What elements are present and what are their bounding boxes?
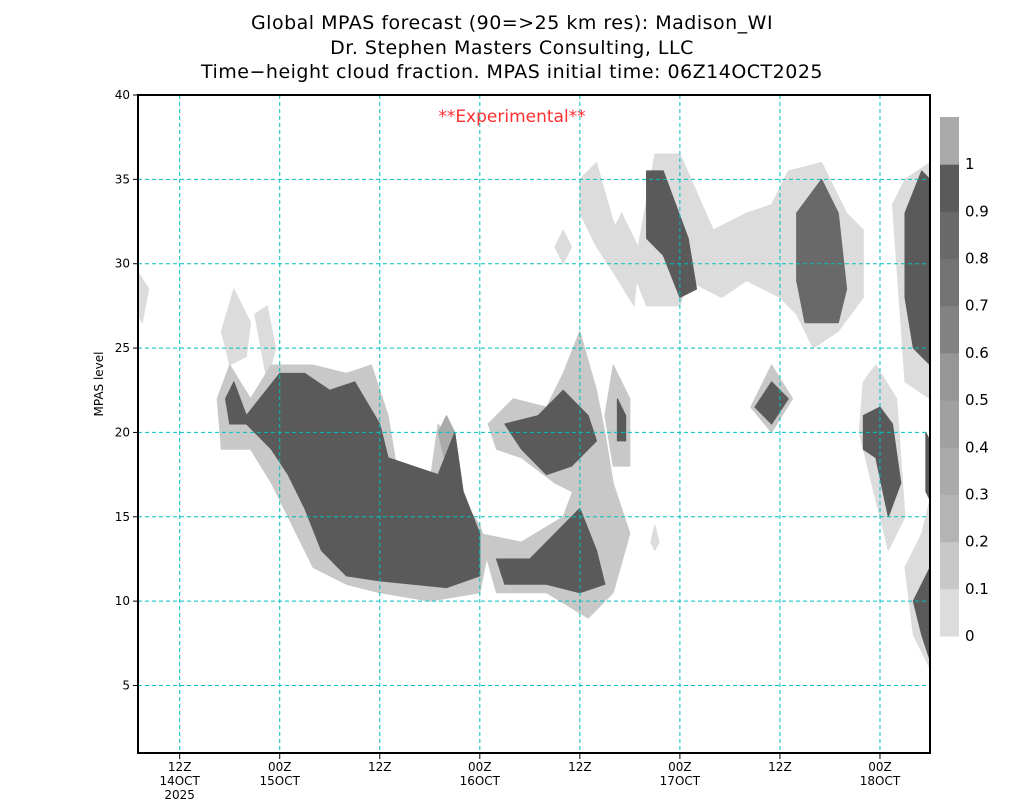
colorbar-segment	[940, 258, 959, 307]
cloud-region	[495, 507, 606, 594]
colorbar-segment	[940, 541, 959, 590]
colorbar-label: 0	[965, 627, 975, 645]
cloud-region	[254, 305, 277, 383]
colorbar-label: 0.6	[965, 344, 989, 362]
x-tick-label: 00Z	[868, 760, 892, 774]
cloud-region	[862, 406, 902, 518]
chart-title-line-2: Dr. Stephen Masters Consulting, LLC	[330, 37, 694, 59]
x-tick-label: 12Z	[768, 760, 792, 774]
plot-frame	[137, 94, 931, 754]
colorbar-label: 0.9	[965, 202, 989, 220]
colorbar-label: 0.4	[965, 438, 989, 456]
colorbar-label: 0.1	[965, 580, 989, 598]
x-tick-label: 12Z	[368, 760, 392, 774]
cloud-region	[925, 431, 930, 501]
y-axis-label: MPAS level	[92, 352, 106, 417]
chart-title-line-3: Time−height cloud fraction. MPAS initial…	[200, 61, 824, 83]
colorbar-label: 0.5	[965, 391, 989, 409]
x-tick-label: 12Z	[168, 760, 192, 774]
y-tick-label: 25	[115, 341, 130, 355]
y-tick-label: 10	[115, 594, 130, 608]
x-tick-label: 12Z	[568, 760, 592, 774]
colorbar-segment	[940, 494, 959, 543]
cloud-region	[504, 389, 598, 476]
colorbar-label: 0.7	[965, 297, 989, 315]
x-tick-label: 16OCT	[460, 774, 501, 788]
colorbar-label: 0.3	[965, 485, 989, 503]
x-tick-label: 00Z	[268, 760, 292, 774]
x-tick-label: 17OCT	[660, 774, 701, 788]
y-tick-label: 20	[115, 425, 130, 439]
colorbar-segment	[940, 164, 959, 212]
x-tick-label: 2025	[164, 788, 195, 800]
colorbar-label: 0.2	[965, 533, 989, 551]
cloud-region	[646, 170, 698, 298]
colorbar-segment	[940, 211, 959, 260]
cloud-region	[616, 398, 627, 442]
y-tick-label: 30	[115, 257, 130, 271]
colorbar-segment	[940, 447, 959, 495]
y-tick-label: 5	[122, 679, 130, 693]
cloud-region	[220, 288, 252, 366]
x-tick-label: 15OCT	[260, 774, 301, 788]
colorbar-label: 0.8	[965, 250, 989, 268]
chart-title-line-1: Global MPAS forecast (90=>25 km res): Ma…	[250, 12, 774, 34]
cloud-region	[138, 271, 150, 324]
y-tick-label: 40	[115, 88, 130, 102]
cloud-region	[796, 178, 848, 324]
cloud-region	[579, 161, 639, 307]
x-tick-label: 00Z	[468, 760, 492, 774]
colorbar-segment	[940, 117, 959, 165]
x-tick-label: 18OCT	[860, 774, 901, 788]
experimental-annotation: **Experimental**	[438, 107, 585, 127]
colorbar-segment	[940, 588, 959, 637]
y-tick-label: 15	[115, 510, 130, 524]
cloud-region	[650, 524, 660, 552]
colorbar-label: 1	[965, 155, 975, 173]
y-tick-label: 35	[115, 172, 130, 186]
colorbar-segment	[940, 352, 959, 401]
cloud-region	[912, 566, 930, 661]
colorbar-segment	[940, 305, 959, 354]
cloud-region	[225, 372, 481, 589]
x-tick-label: 14OCT	[159, 774, 200, 788]
colorbar-segment	[940, 400, 959, 448]
cloud-fraction-fill	[138, 153, 930, 670]
cloud-region	[554, 229, 573, 265]
cloud-region	[904, 170, 930, 366]
x-tick-label: 00Z	[668, 760, 692, 774]
